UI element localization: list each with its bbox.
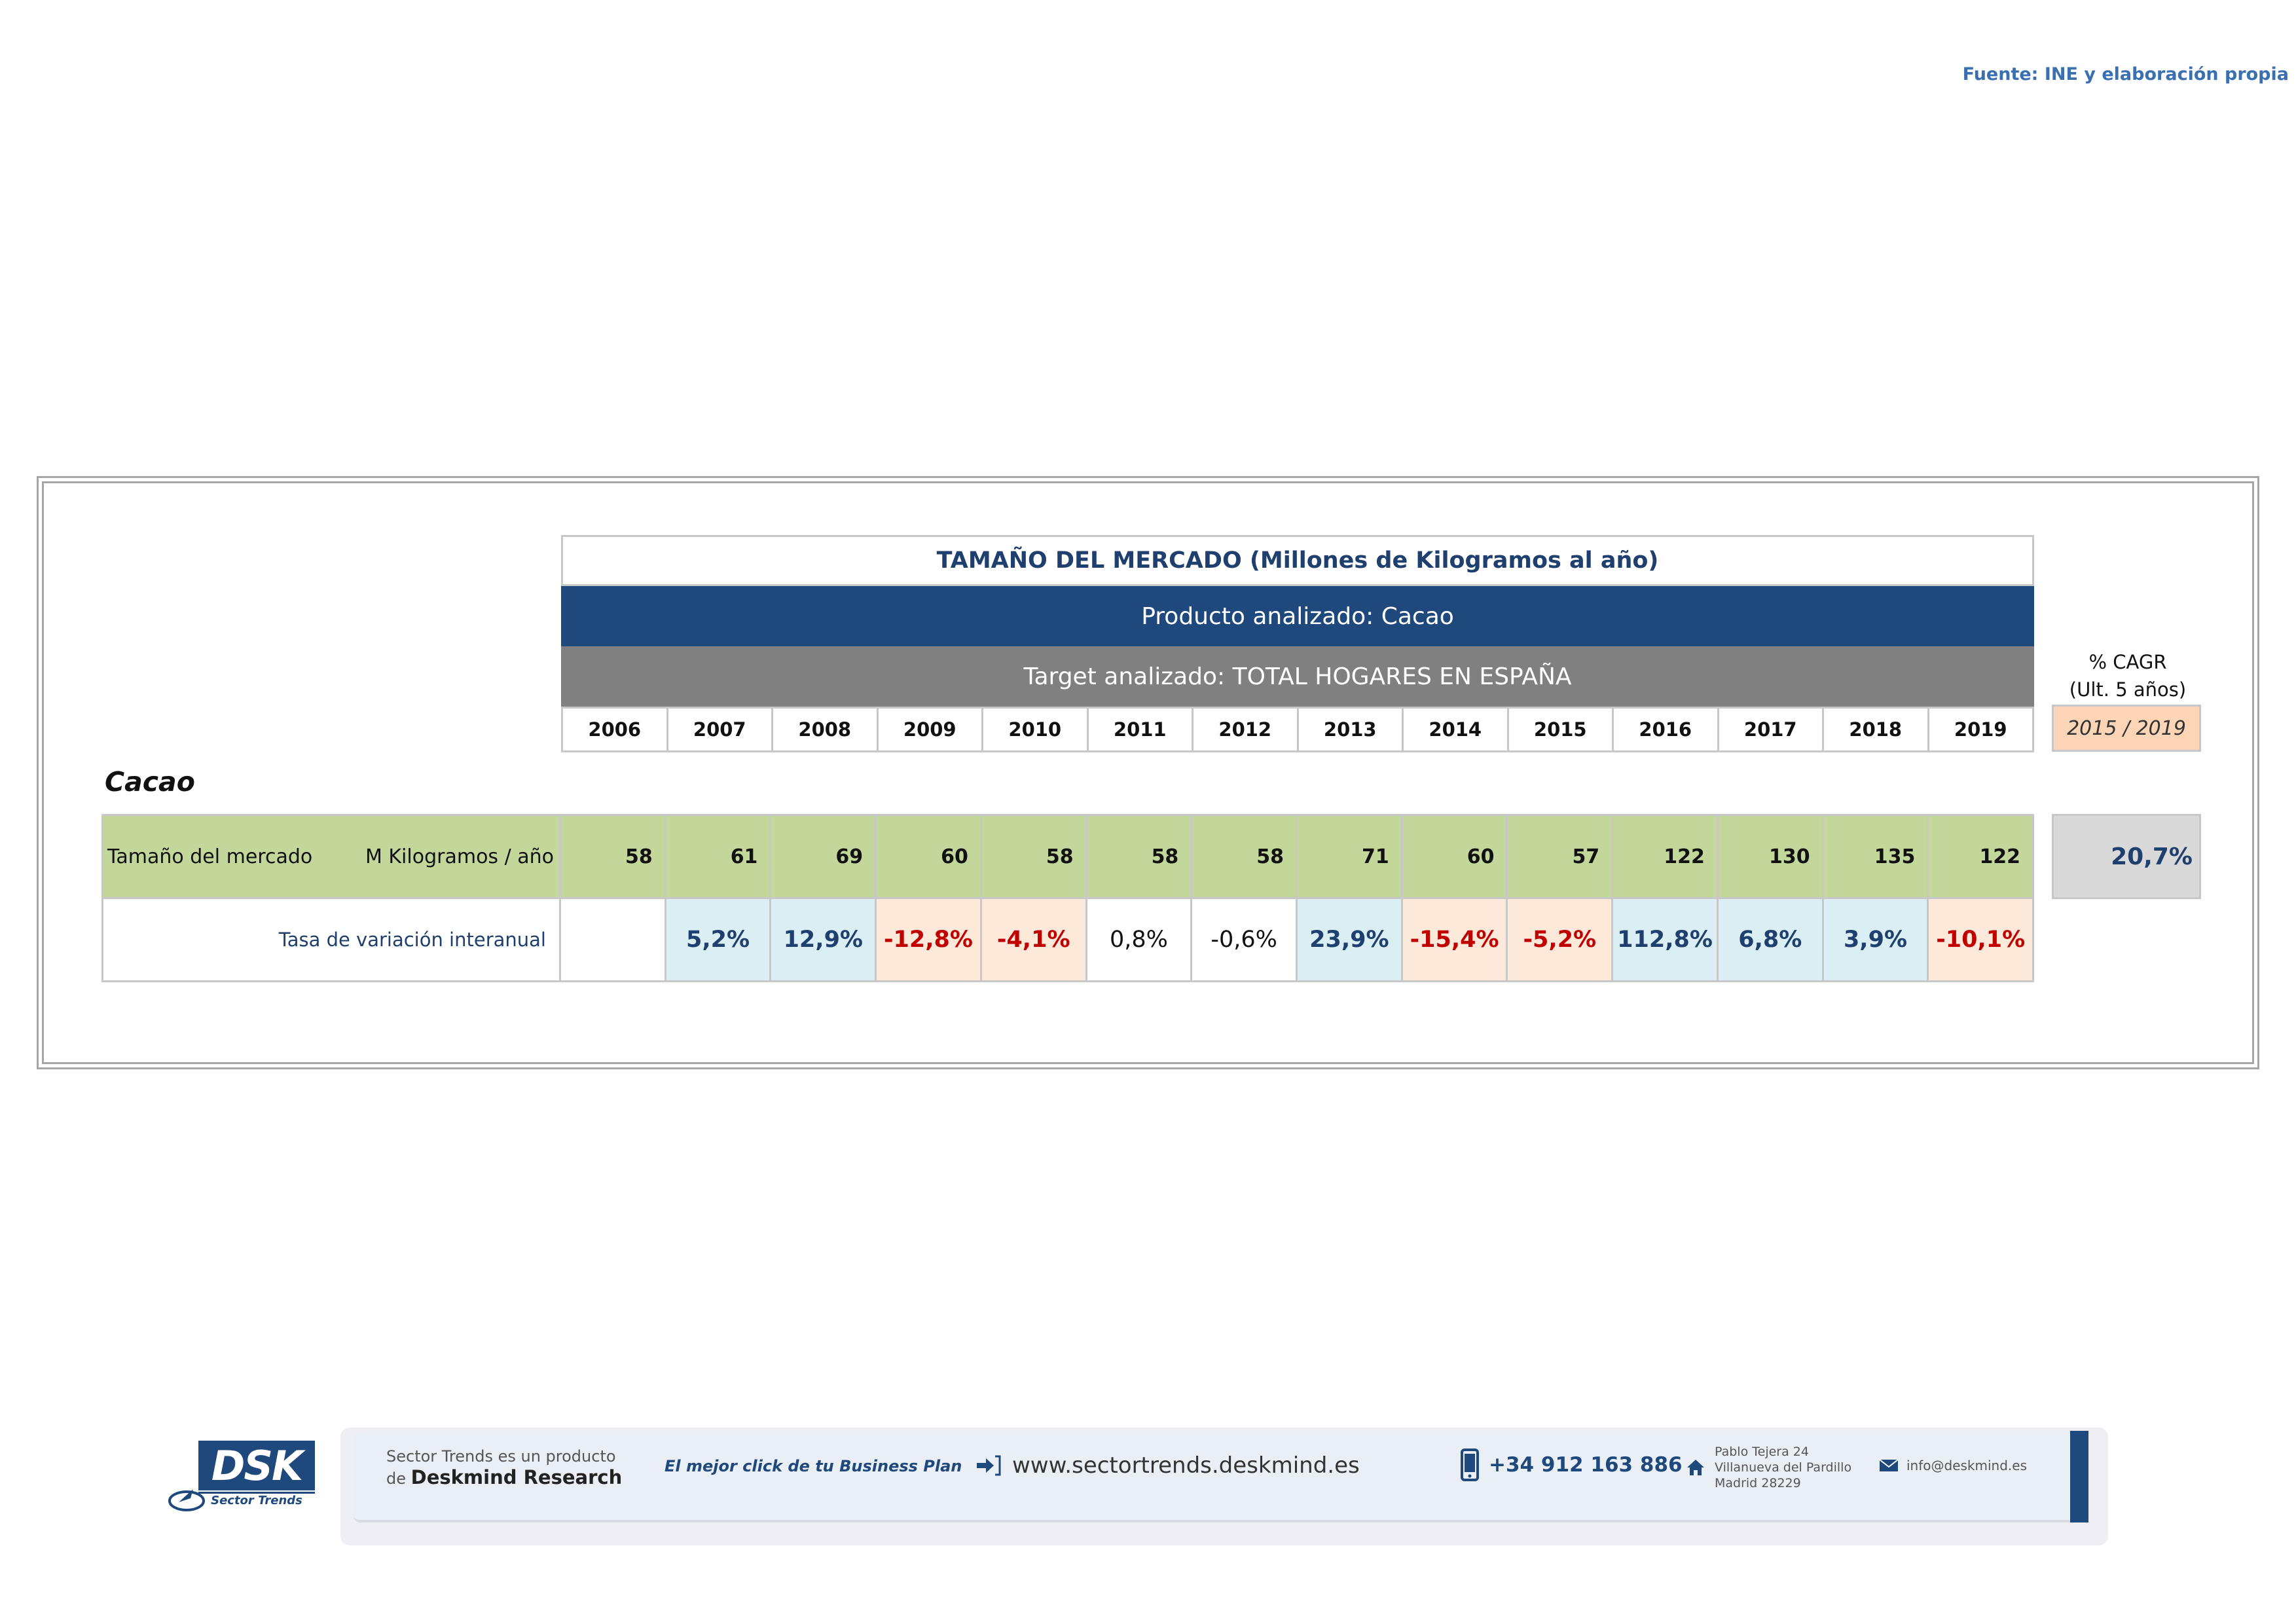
- growth-rate-cell: 6,8%: [1716, 897, 1824, 982]
- cagr-label-line1: % CAGR: [2088, 651, 2167, 673]
- market-size-label: Tamaño del mercado: [107, 845, 313, 868]
- market-size-unit: M Kilogramos / año: [365, 845, 554, 868]
- market-size-cell: 58: [1085, 814, 1193, 899]
- growth-rate-label: Tasa de variación interanual: [278, 929, 546, 951]
- market-size-cell: 58: [1190, 814, 1298, 899]
- footer-banner: [354, 1431, 2082, 1522]
- year-header-cell: 2011: [1086, 707, 1194, 752]
- dsk-logo: DSK Sector Trends: [167, 1441, 319, 1513]
- cagr-label-line2: (Ult. 5 años): [2069, 678, 2187, 701]
- market-size-cell: 122: [1611, 814, 1719, 899]
- table-frame-inner: [42, 481, 2254, 1064]
- year-header-row: 2006 2007 2008 2009 2010 2011 2012 2013 2014 2015…: [561, 707, 2034, 752]
- growth-rate-cell: 5,2%: [664, 897, 772, 982]
- year-header-cell: 2014: [1402, 707, 1509, 752]
- market-size-cell: 57: [1506, 814, 1614, 899]
- footer-intro: Sector Trends es un producto de Deskmind…: [386, 1446, 622, 1489]
- year-header-cell: 2006: [561, 707, 668, 752]
- footer-address: Pablo Tejera 24 Villanueva del Pardillo …: [1686, 1444, 1851, 1491]
- year-header-cell: 2008: [771, 707, 879, 752]
- target-banner: Target analizado: TOTAL HOGARES EN ESPAÑ…: [561, 646, 2034, 707]
- year-header-cell: 2015: [1506, 707, 1614, 752]
- growth-rate-cell: -15,4%: [1400, 897, 1508, 982]
- market-size-cell: 58: [559, 814, 666, 899]
- growth-rate-cell: 12,9%: [769, 897, 877, 982]
- footer-banner-accent: [2070, 1431, 2088, 1522]
- year-header-cell: 2019: [1927, 707, 2034, 752]
- market-size-cell: 130: [1716, 814, 1824, 899]
- footer-intro-prefix: de: [386, 1469, 406, 1488]
- market-size-cell: 71: [1296, 814, 1403, 899]
- growth-rate-cell: 23,9%: [1296, 897, 1403, 982]
- year-header-cell: 2012: [1192, 707, 1299, 752]
- growth-rate-cell: -5,2%: [1506, 897, 1614, 982]
- footer-website-link[interactable]: www.sectortrends.deskmind.es: [975, 1452, 1360, 1479]
- cagr-label: % CAGR (Ult. 5 años): [2043, 648, 2213, 703]
- market-size-cell: 61: [664, 814, 772, 899]
- mail-icon: [1879, 1459, 1899, 1471]
- home-icon: [1687, 1460, 1704, 1475]
- market-size-row: Tamaño del mercado M Kilogramos / año 58…: [101, 814, 2035, 899]
- market-size-cell: 69: [769, 814, 877, 899]
- growth-rate-cell: [559, 897, 666, 982]
- table-title: TAMAÑO DEL MERCADO (Millones de Kilogram…: [561, 535, 2034, 586]
- market-size-cell: 58: [979, 814, 1087, 899]
- year-header-cell: 2016: [1612, 707, 1719, 752]
- year-header-cell: 2018: [1822, 707, 1929, 752]
- product-banner: Producto analizado: Cacao: [561, 586, 2034, 646]
- logo-subtitle: Sector Trends: [198, 1492, 315, 1507]
- growth-rate-label-cell: Tasa de variación interanual: [101, 897, 561, 982]
- footer-address-line2: Villanueva del Pardillo: [1715, 1460, 1852, 1475]
- footer-website: www.sectortrends.deskmind.es: [1012, 1452, 1360, 1479]
- footer-address-line1: Pablo Tejera 24: [1715, 1445, 1809, 1459]
- market-size-cell: 135: [1821, 814, 1929, 899]
- phone-icon: [1461, 1449, 1479, 1481]
- link-arrow-icon: [977, 1455, 1001, 1476]
- year-header-cell: 2009: [876, 707, 983, 752]
- logo-swoosh-icon: [168, 1489, 205, 1511]
- growth-rate-cell: 0,8%: [1085, 897, 1193, 982]
- footer-brand: Deskmind Research: [410, 1466, 623, 1488]
- growth-rate-cell: -4,1%: [979, 897, 1087, 982]
- growth-rate-cell: 3,9%: [1821, 897, 1929, 982]
- year-header-cell: 2010: [981, 707, 1089, 752]
- market-size-cell: 60: [875, 814, 982, 899]
- table-frame-outer: [37, 476, 2259, 1069]
- footer-intro-line1: Sector Trends es un producto: [386, 1447, 616, 1466]
- footer-tagline: El mejor click de tu Business Plan: [665, 1457, 962, 1475]
- footer-address-line3: Madrid 28229: [1715, 1476, 1801, 1490]
- year-header-cell: 2013: [1296, 707, 1404, 752]
- growth-rate-cell: -12,8%: [875, 897, 982, 982]
- footer-phone-number: +34 912 163 886: [1489, 1453, 1683, 1477]
- footer-email[interactable]: info@deskmind.es: [1879, 1458, 2027, 1473]
- market-size-cell: 122: [1927, 814, 2035, 899]
- market-size-cell: 60: [1400, 814, 1508, 899]
- year-header-cell: 2007: [666, 707, 773, 752]
- logo-text: DSK: [198, 1441, 315, 1490]
- source-note: Fuente: INE y elaboración propia: [1962, 64, 2289, 84]
- section-title: Cacao: [105, 766, 195, 798]
- growth-rate-cell: 112,8%: [1611, 897, 1719, 982]
- growth-rate-row: Tasa de variación interanual 5,2% 12,9% -1…: [101, 897, 2035, 982]
- cagr-period: 2015 / 2019: [2052, 705, 2201, 752]
- cagr-value: 20,7%: [2052, 814, 2201, 899]
- growth-rate-cell: -10,1%: [1927, 897, 2035, 982]
- growth-rate-cell: -0,6%: [1190, 897, 1298, 982]
- footer-phone[interactable]: +34 912 163 886: [1460, 1449, 1683, 1481]
- year-header-cell: 2017: [1717, 707, 1824, 752]
- footer-email-address: info@deskmind.es: [1906, 1458, 2028, 1473]
- market-size-label-cell: Tamaño del mercado M Kilogramos / año: [101, 814, 561, 899]
